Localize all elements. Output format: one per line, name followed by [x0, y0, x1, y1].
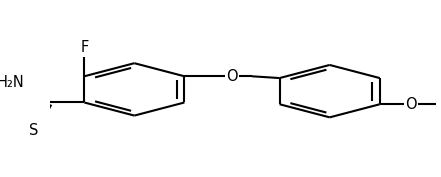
Text: H₂N: H₂N — [0, 75, 25, 90]
Text: S: S — [29, 123, 38, 138]
Text: O: O — [226, 69, 238, 84]
Text: F: F — [80, 40, 88, 55]
Text: O: O — [405, 97, 417, 112]
